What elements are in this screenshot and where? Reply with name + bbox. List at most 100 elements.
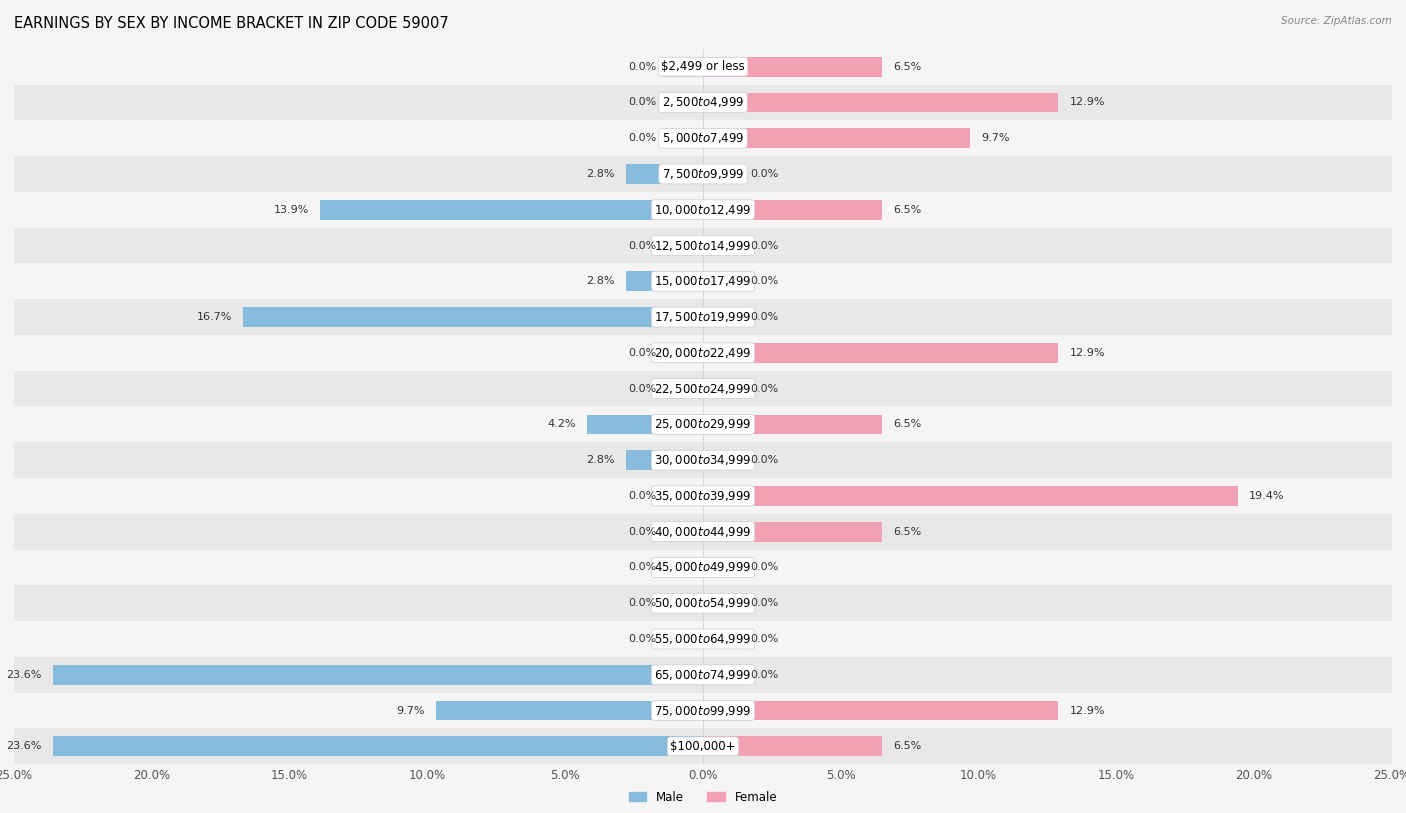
Text: $40,000 to $44,999: $40,000 to $44,999	[654, 524, 752, 539]
Text: 0.0%: 0.0%	[749, 241, 778, 250]
Bar	[14, 228, 1392, 263]
Text: $35,000 to $39,999: $35,000 to $39,999	[654, 489, 752, 503]
Bar	[14, 263, 1392, 299]
Bar	[14, 85, 1392, 120]
Text: 12.9%: 12.9%	[1070, 348, 1105, 358]
Text: 6.5%: 6.5%	[893, 527, 921, 537]
Bar	[648, 200, 703, 220]
Bar	[703, 343, 758, 363]
Text: $100,000+: $100,000+	[671, 740, 735, 753]
Bar	[703, 415, 882, 434]
Bar	[14, 120, 1392, 156]
Bar	[703, 486, 758, 506]
Bar	[703, 522, 758, 541]
Bar	[648, 164, 703, 184]
Text: EARNINGS BY SEX BY INCOME BRACKET IN ZIP CODE 59007: EARNINGS BY SEX BY INCOME BRACKET IN ZIP…	[14, 16, 449, 31]
Text: 12.9%: 12.9%	[1070, 706, 1105, 715]
Text: Source: ZipAtlas.com: Source: ZipAtlas.com	[1281, 16, 1392, 26]
Bar	[703, 93, 758, 112]
Bar	[662, 558, 703, 577]
Text: 0.0%: 0.0%	[749, 169, 778, 179]
Bar	[662, 343, 703, 363]
Bar	[52, 665, 703, 685]
Text: 9.7%: 9.7%	[396, 706, 425, 715]
Bar	[14, 49, 1392, 85]
Bar	[703, 737, 758, 756]
Bar	[14, 335, 1392, 371]
Text: 0.0%: 0.0%	[628, 98, 657, 107]
Text: 2.8%: 2.8%	[586, 169, 614, 179]
Text: 6.5%: 6.5%	[893, 741, 921, 751]
Text: 2.8%: 2.8%	[586, 455, 614, 465]
Bar	[14, 621, 1392, 657]
Text: 9.7%: 9.7%	[981, 133, 1010, 143]
Text: 0.0%: 0.0%	[628, 384, 657, 393]
Bar	[703, 93, 1059, 112]
Text: $2,499 or less: $2,499 or less	[661, 60, 745, 73]
Text: $30,000 to $34,999: $30,000 to $34,999	[654, 453, 752, 467]
Text: 6.5%: 6.5%	[893, 420, 921, 429]
Text: 4.2%: 4.2%	[548, 420, 576, 429]
Bar	[703, 128, 970, 148]
Text: $45,000 to $49,999: $45,000 to $49,999	[654, 560, 752, 575]
Bar	[14, 371, 1392, 406]
Bar	[648, 701, 703, 720]
Text: $5,000 to $7,499: $5,000 to $7,499	[662, 131, 744, 146]
Text: 2.8%: 2.8%	[586, 276, 614, 286]
Text: 0.0%: 0.0%	[628, 133, 657, 143]
Bar	[14, 192, 1392, 228]
Text: 6.5%: 6.5%	[893, 62, 921, 72]
Text: 12.9%: 12.9%	[1070, 98, 1105, 107]
Text: $7,500 to $9,999: $7,500 to $9,999	[662, 167, 744, 181]
Text: $22,500 to $24,999: $22,500 to $24,999	[654, 381, 752, 396]
Text: 0.0%: 0.0%	[749, 455, 778, 465]
Bar	[436, 701, 703, 720]
Bar	[703, 272, 744, 291]
Bar	[703, 236, 744, 255]
Text: 16.7%: 16.7%	[197, 312, 232, 322]
Bar	[662, 236, 703, 255]
Text: 0.0%: 0.0%	[749, 634, 778, 644]
Bar	[703, 343, 1059, 363]
Text: 6.5%: 6.5%	[893, 205, 921, 215]
Text: 23.6%: 23.6%	[6, 741, 42, 751]
Text: 19.4%: 19.4%	[1249, 491, 1284, 501]
Text: $55,000 to $64,999: $55,000 to $64,999	[654, 632, 752, 646]
Bar	[703, 57, 882, 76]
Bar	[662, 379, 703, 398]
Bar	[703, 701, 1059, 720]
Text: 0.0%: 0.0%	[628, 634, 657, 644]
Bar	[703, 200, 758, 220]
Text: $50,000 to $54,999: $50,000 to $54,999	[654, 596, 752, 611]
Bar	[648, 307, 703, 327]
Text: $12,500 to $14,999: $12,500 to $14,999	[654, 238, 752, 253]
Bar	[703, 701, 758, 720]
Text: 0.0%: 0.0%	[749, 276, 778, 286]
Text: $65,000 to $74,999: $65,000 to $74,999	[654, 667, 752, 682]
Text: 0.0%: 0.0%	[628, 563, 657, 572]
Bar	[703, 307, 744, 327]
Bar	[703, 522, 882, 541]
Bar	[14, 693, 1392, 728]
Bar	[703, 450, 744, 470]
Bar	[243, 307, 703, 327]
Bar	[662, 522, 703, 541]
Text: $15,000 to $17,499: $15,000 to $17,499	[654, 274, 752, 289]
Bar	[14, 550, 1392, 585]
Text: $25,000 to $29,999: $25,000 to $29,999	[654, 417, 752, 432]
Text: 0.0%: 0.0%	[749, 670, 778, 680]
Bar	[14, 514, 1392, 550]
Bar	[648, 450, 703, 470]
Bar	[14, 156, 1392, 192]
Bar	[648, 415, 703, 434]
Bar	[14, 728, 1392, 764]
Bar	[662, 629, 703, 649]
Bar	[703, 379, 744, 398]
Bar	[703, 558, 744, 577]
Bar	[321, 200, 703, 220]
Bar	[662, 486, 703, 506]
Bar	[14, 657, 1392, 693]
Text: 0.0%: 0.0%	[628, 491, 657, 501]
Bar	[626, 450, 703, 470]
Text: 0.0%: 0.0%	[628, 62, 657, 72]
